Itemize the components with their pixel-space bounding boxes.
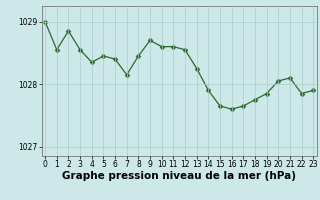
X-axis label: Graphe pression niveau de la mer (hPa): Graphe pression niveau de la mer (hPa) xyxy=(62,171,296,181)
